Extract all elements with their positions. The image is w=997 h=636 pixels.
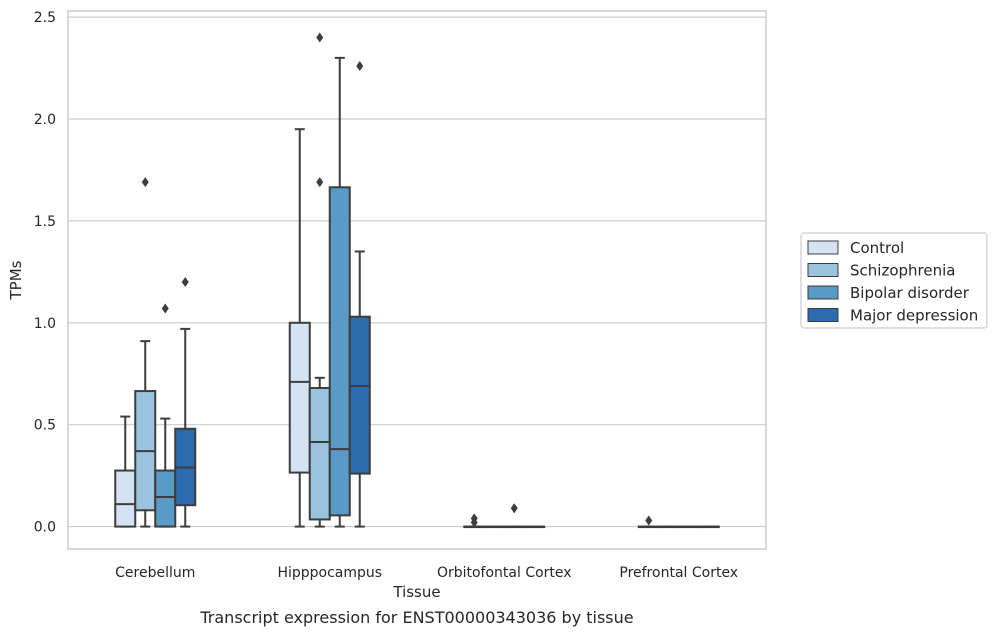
iqr-box (114, 469, 137, 528)
outlier-point (645, 515, 653, 526)
outlier-point (510, 503, 518, 514)
y-axis-ticks: 0.0 0.5 1.0 1.5 2.0 2.5 (34, 10, 56, 535)
y-tick-label: 1.5 (34, 214, 56, 230)
box-bipolar-disorder (503, 503, 526, 529)
legend-swatch (807, 240, 839, 255)
iqr-box (328, 186, 351, 517)
y-tick-label: 1.0 (34, 316, 56, 332)
box-bipolar-disorder (677, 525, 700, 529)
outlier-point (161, 303, 169, 314)
box-major-depression (348, 61, 371, 528)
outlier-point (356, 61, 364, 72)
box-schizophrenia (483, 525, 506, 529)
box-schizophrenia (134, 177, 157, 528)
legend-label: Major depression (850, 307, 978, 325)
legend-label: Bipolar disorder (850, 284, 970, 302)
legend: Control Schizophrenia Bipolar disorder Majo… (800, 232, 988, 329)
box-major-depression (697, 525, 720, 529)
box-schizophrenia (308, 32, 331, 528)
x-tick-label: Cerebellum (115, 565, 195, 581)
x-tick-label: Prefrontal Cortex (619, 565, 738, 581)
y-tick-label: 2.0 (34, 112, 56, 128)
chart-caption: Transcript expression for ENST0000034303… (199, 608, 633, 627)
outlier-point (181, 277, 189, 288)
iqr-box (154, 469, 177, 528)
box-schizophrenia (657, 525, 680, 529)
box-control (114, 415, 137, 528)
y-axis-title: TPMs (7, 260, 25, 300)
legend-frame (800, 232, 988, 329)
legend-label: Schizophrenia (850, 262, 955, 280)
legend-label: Control (850, 239, 904, 257)
outlier-point (470, 513, 478, 524)
legend-swatch (807, 263, 839, 277)
gridlines (68, 16, 766, 528)
outlier-point (316, 32, 324, 43)
box-major-depression (523, 525, 546, 529)
box-bipolar-disorder (154, 303, 177, 528)
x-tick-label: Orbitofontal Cortex (437, 565, 572, 581)
box-major-depression (174, 277, 197, 528)
x-axis-ticks: Cerebellum Hipppocampus Orbitofontal Corte… (115, 565, 738, 581)
iqr-box (348, 315, 371, 475)
y-tick-label: 0.5 (34, 418, 56, 434)
box-control (288, 128, 311, 528)
outlier-point (316, 177, 324, 188)
legend-swatch (807, 285, 839, 300)
legend-swatch (807, 308, 839, 322)
iqr-box (308, 387, 331, 521)
y-tick-label: 2.5 (34, 10, 56, 26)
outlier-point (141, 177, 149, 188)
x-axis-title: Tissue (392, 583, 440, 601)
boxes-layer (114, 32, 720, 529)
box-control (637, 515, 660, 529)
x-tick-label: Hipppocampus (277, 565, 382, 581)
iqr-box (288, 321, 311, 474)
plot-area-frame (67, 10, 767, 550)
y-tick-label: 0.0 (34, 520, 56, 536)
box-control (463, 513, 486, 529)
box-bipolar-disorder (328, 56, 351, 528)
